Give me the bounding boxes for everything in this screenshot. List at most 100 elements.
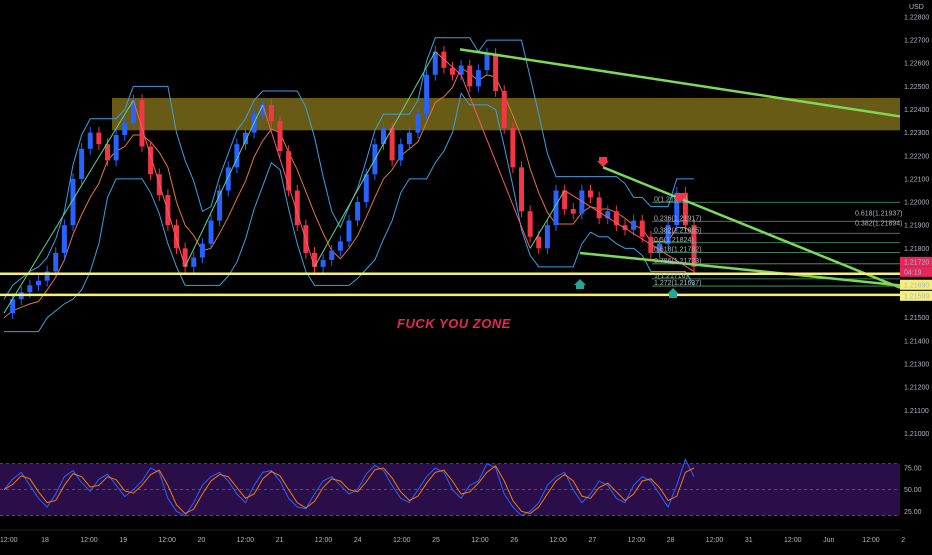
candle-body <box>415 114 421 133</box>
rsi-d-line <box>3 465 695 515</box>
zigzag-line <box>314 51 436 268</box>
candle-body <box>501 90 507 129</box>
x-tick-label: Jun <box>823 537 834 544</box>
candle-body <box>87 132 93 149</box>
candle-body <box>519 167 524 212</box>
candle-body <box>398 144 404 161</box>
zigzag-line <box>3 99 134 314</box>
lower-trend-line-1 <box>602 166 901 289</box>
currency-label: USD <box>909 4 924 11</box>
x-tick-label: 12:00 <box>237 537 255 544</box>
candle-body <box>174 225 179 249</box>
x-tick-label: 12:00 <box>158 537 176 544</box>
candle-body <box>294 190 300 226</box>
candle-body <box>389 128 395 161</box>
x-tick-label: 12:00 <box>0 537 18 544</box>
sell-arrow-icon <box>597 157 609 167</box>
rsi-tick-label: 75.00 <box>904 466 922 473</box>
countdown-tag-bg <box>900 266 932 277</box>
x-tick-label: 12:00 <box>706 537 724 544</box>
candle-body <box>53 252 59 272</box>
candle-body <box>260 104 266 115</box>
fib-level-label: 0.382(1.21865) <box>654 227 701 234</box>
candle-body <box>130 100 136 124</box>
x-tick-label: 28 <box>667 537 675 544</box>
y-tick-label: 1.22600 <box>904 61 929 68</box>
candle-body <box>588 190 593 198</box>
buy-arrow-icon <box>667 288 679 298</box>
y-tick-label: 1.21900 <box>904 223 929 230</box>
y-tick-label: 1.22300 <box>904 130 929 137</box>
x-tick-label: 12:00 <box>393 537 411 544</box>
candle-body <box>381 128 386 145</box>
candle-body <box>622 225 628 230</box>
fib-level-label: 0(1.21999) <box>654 196 688 203</box>
fib-level-label: 1.272(1.21637) <box>654 280 701 287</box>
x-tick-label: 24 <box>354 537 362 544</box>
candle-body <box>579 190 585 214</box>
candle-body <box>450 67 455 75</box>
candle-body <box>337 241 343 251</box>
candle-body <box>631 220 637 230</box>
candle-body <box>10 299 16 314</box>
candle-body <box>467 65 473 87</box>
fib-right-label: 0.618(1.21937) <box>855 211 902 218</box>
support-upper-tag: 1.21690 <box>904 282 929 289</box>
zigzag-line <box>460 74 531 249</box>
countdown-tag: 04:19 <box>904 269 922 276</box>
y-tick-label: 1.21100 <box>904 408 929 415</box>
candle-body <box>70 178 76 226</box>
candle-body <box>432 51 438 75</box>
mid-band <box>3 67 695 319</box>
lower-band <box>4 92 695 333</box>
sell-arrow-icon <box>674 193 686 203</box>
candle-body <box>570 208 576 214</box>
candle-body <box>475 70 481 87</box>
candle-body <box>544 225 550 249</box>
candle-body <box>268 104 274 122</box>
fib-level-label: 0.5(1.21824) <box>654 237 694 244</box>
zigzag-line <box>434 51 462 76</box>
x-tick-label: 18 <box>41 537 49 544</box>
candle-body <box>674 192 680 226</box>
y-tick-label: 1.22500 <box>904 84 929 91</box>
candle-body <box>665 225 671 244</box>
candle-body <box>61 225 67 253</box>
candle-body <box>182 248 188 267</box>
y-tick-label: 1.22400 <box>904 107 929 114</box>
x-tick-label: 19 <box>119 537 127 544</box>
candle-body <box>234 144 240 168</box>
candle-body <box>286 151 292 191</box>
current-price-tag-bg <box>900 256 932 267</box>
x-tick-label: 27 <box>589 537 597 544</box>
fib-level-label: 0.618(1.21782) <box>654 246 701 253</box>
candle-body <box>363 174 369 203</box>
zigzag-line <box>529 190 566 249</box>
zigzag-line <box>564 190 695 272</box>
y-tick-label: 1.22800 <box>904 14 929 21</box>
candle-body <box>605 211 611 219</box>
upper-trend-line <box>459 48 901 118</box>
x-tick-label: 12:00 <box>80 537 98 544</box>
y-tick-label: 1.21300 <box>904 362 929 369</box>
candle-body <box>320 259 326 267</box>
y-tick-label: 1.21200 <box>904 385 929 392</box>
candle-body <box>510 128 516 168</box>
candle-body <box>493 53 499 91</box>
candle-body <box>312 252 317 267</box>
rsi-k-line <box>3 458 695 517</box>
candle-body <box>424 74 430 115</box>
candle-body <box>243 132 248 145</box>
candle-body <box>458 65 464 75</box>
x-tick-label: 20 <box>198 537 206 544</box>
y-tick-label: 1.21800 <box>904 246 929 253</box>
candle-body <box>536 236 542 249</box>
candle-body <box>682 192 688 226</box>
candle-body <box>639 220 645 237</box>
candle-body <box>225 167 231 191</box>
x-tick-label: 12:00 <box>549 537 567 544</box>
candle-body <box>96 132 102 145</box>
candle-body <box>113 134 119 161</box>
